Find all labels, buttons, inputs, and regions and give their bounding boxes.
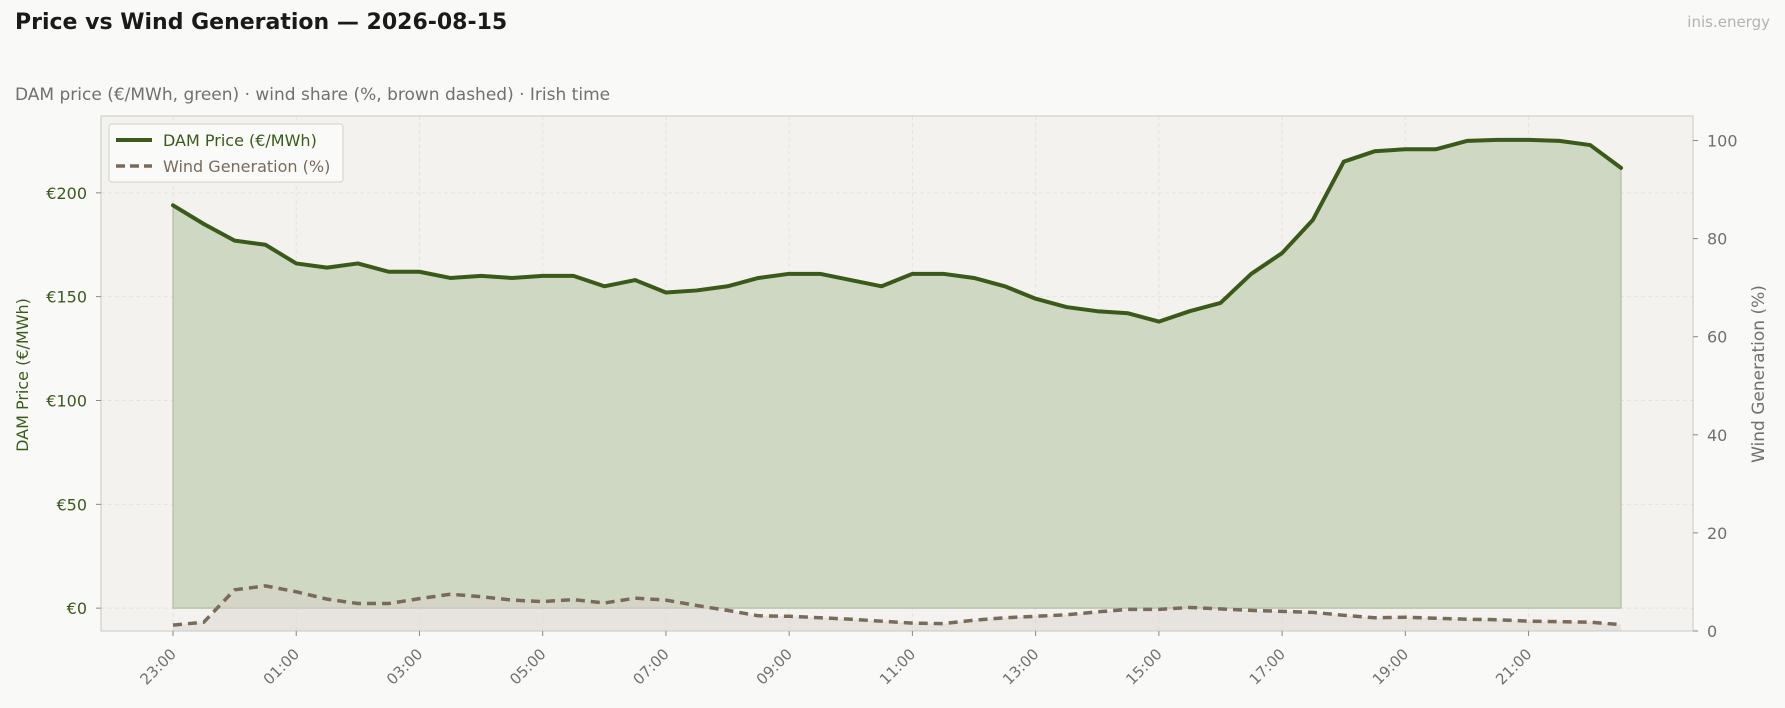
brand-label: inis.energy: [1687, 13, 1770, 31]
x-tick-label: 19:00: [1369, 645, 1412, 688]
y-tick-label-right: 100: [1707, 132, 1738, 151]
legend-label-wind: Wind Generation (%): [163, 157, 330, 176]
legend-label-price: DAM Price (€/MWh): [163, 131, 317, 150]
y-tick-label-left: €50: [56, 495, 87, 514]
x-tick-label: 17:00: [1246, 645, 1289, 688]
x-tick-label: 09:00: [753, 645, 796, 688]
y-tick-label-right: 0: [1707, 622, 1717, 641]
chart-title: Price vs Wind Generation — 2026-08-15: [15, 10, 508, 35]
legend: DAM Price (€/MWh) Wind Generation (%): [108, 123, 344, 183]
y-axis-label-right: Wind Generation (%): [1749, 285, 1769, 463]
wind-area-fill: [173, 585, 1621, 631]
y-tick-label-left: €150: [46, 288, 87, 307]
y-tick-label-right: 60: [1707, 328, 1727, 347]
x-tick-label: 05:00: [506, 645, 549, 688]
x-tick-label: 07:00: [629, 645, 672, 688]
chart-subtitle: DAM price (€/MWh, green) · wind share (%…: [15, 85, 611, 105]
x-tick-label: 23:00: [137, 645, 180, 688]
y-tick-label-right: 40: [1707, 426, 1727, 445]
price-series-line: [171, 137, 1623, 324]
x-tick-label: 21:00: [1492, 645, 1535, 688]
y-tick-label-left: €200: [46, 184, 87, 203]
series-layer: [171, 137, 1623, 631]
legend-box: [108, 123, 344, 183]
y-tick-label-right: 20: [1707, 524, 1727, 543]
x-tick-label: 15:00: [1122, 645, 1165, 688]
plot-frame: [100, 115, 1694, 632]
y-axis-label-left: DAM Price (€/MWh): [13, 298, 32, 452]
wind-series-line: [172, 584, 1622, 627]
x-tick-label: 03:00: [383, 645, 426, 688]
x-tick-label: 11:00: [876, 645, 919, 688]
y-tick-label-left: €100: [46, 391, 87, 410]
x-tick-label: 13:00: [999, 645, 1042, 688]
y-tick-label-right: 80: [1707, 230, 1727, 249]
x-tick-label: 01:00: [260, 645, 303, 688]
y-tick-label-left: €0: [67, 599, 87, 618]
